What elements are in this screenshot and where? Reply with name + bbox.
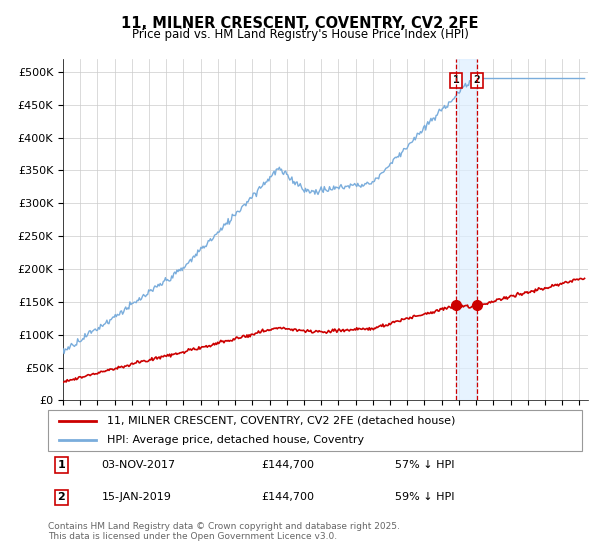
Text: 1: 1 xyxy=(453,76,460,86)
Text: £144,700: £144,700 xyxy=(262,492,314,502)
Text: Contains HM Land Registry data © Crown copyright and database right 2025.
This d: Contains HM Land Registry data © Crown c… xyxy=(48,522,400,542)
FancyBboxPatch shape xyxy=(48,410,582,451)
Text: 1: 1 xyxy=(58,460,65,470)
Text: 2: 2 xyxy=(473,76,480,86)
Text: 11, MILNER CRESCENT, COVENTRY, CV2 2FE (detached house): 11, MILNER CRESCENT, COVENTRY, CV2 2FE (… xyxy=(107,416,455,426)
Text: 2: 2 xyxy=(58,492,65,502)
Bar xyxy=(456,59,477,400)
Text: £144,700: £144,700 xyxy=(262,460,314,470)
Text: 57% ↓ HPI: 57% ↓ HPI xyxy=(395,460,455,470)
Text: 59% ↓ HPI: 59% ↓ HPI xyxy=(395,492,455,502)
Text: 03-NOV-2017: 03-NOV-2017 xyxy=(101,460,176,470)
Text: 15-JAN-2019: 15-JAN-2019 xyxy=(101,492,171,502)
Text: Price paid vs. HM Land Registry's House Price Index (HPI): Price paid vs. HM Land Registry's House … xyxy=(131,28,469,41)
Text: HPI: Average price, detached house, Coventry: HPI: Average price, detached house, Cove… xyxy=(107,435,364,445)
Text: 11, MILNER CRESCENT, COVENTRY, CV2 2FE: 11, MILNER CRESCENT, COVENTRY, CV2 2FE xyxy=(121,16,479,31)
